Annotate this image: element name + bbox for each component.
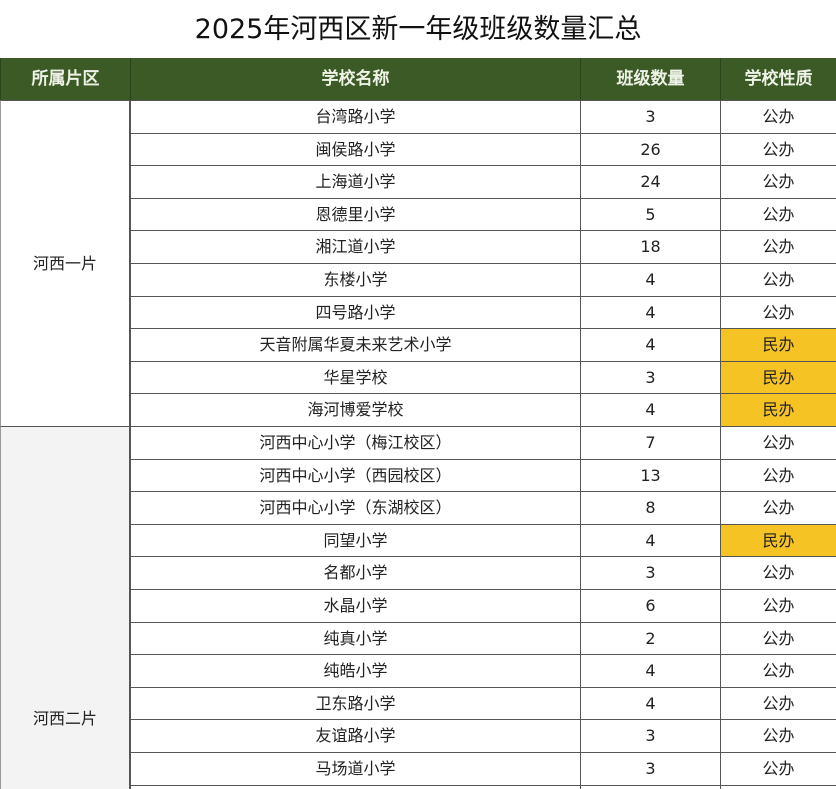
cell-school: 四号路小学 [130,295,580,329]
cell-classes: 26 [580,132,720,166]
cell-type: 民办 [720,328,836,361]
region-label: 河西一片 [32,254,97,273]
cell-classes: 4 [580,686,720,720]
cell-classes: 3 [580,752,720,785]
header-school: 学校名称 [130,58,580,100]
cell-type: 公办 [720,589,836,622]
cell-school: 河西中心小学（西园校区） [130,458,580,492]
cell-type: 公办 [720,295,836,329]
header-region: 所属片区 [0,58,130,100]
cell-type: 公办 [720,556,836,589]
region-label: 河西二片 [32,709,97,728]
cell-school: 纯皓小学 [130,654,580,687]
cell-classes: 4 [580,263,720,296]
cell-school: 上海道小学 [130,165,580,198]
cell-school: 天音附属华夏未来艺术小学 [130,328,580,361]
cell-classes: 4 [580,523,720,557]
cell-type: 公办 [720,197,836,231]
cell-partial [720,784,836,789]
cell-classes: 8 [580,491,720,524]
cell-school: 名都小学 [130,556,580,589]
cell-type: 公办 [720,458,836,492]
cell-type: 公办 [720,263,836,296]
cell-school: 闽侯路小学 [130,132,580,166]
header-classes: 班级数量 [580,58,720,100]
cell-type: 公办 [720,426,836,459]
region-cell: 河西二片 [0,426,130,789]
cell-school: 河西中心小学（东湖校区） [130,491,580,524]
cell-type: 公办 [720,719,836,752]
cell-partial [580,784,720,789]
cell-classes: 18 [580,230,720,263]
region-cell: 河西一片 [0,100,130,426]
cell-classes: 4 [580,295,720,329]
cell-type: 民办 [720,360,836,394]
cell-classes: 3 [580,556,720,589]
cell-school: 同望小学 [130,523,580,557]
cell-classes: 6 [580,589,720,622]
cell-classes: 5 [580,197,720,231]
cell-school: 马场道小学 [130,752,580,785]
cell-type: 公办 [720,654,836,687]
cell-classes: 13 [580,458,720,492]
cell-classes: 4 [580,328,720,361]
cell-type: 公办 [720,621,836,655]
cell-school: 恩德里小学 [130,197,580,231]
cell-type: 公办 [720,491,836,524]
cell-school: 友谊路小学 [130,719,580,752]
cell-type: 公办 [720,686,836,720]
cell-classes: 3 [580,360,720,394]
cell-classes: 3 [580,719,720,752]
cell-classes: 2 [580,621,720,655]
cell-school: 华星学校 [130,360,580,394]
cell-type: 民办 [720,393,836,426]
table-title: 2025年河西区新一年级班级数量汇总 [194,14,642,45]
cell-type: 公办 [720,230,836,263]
cell-school: 水晶小学 [130,589,580,622]
cell-school: 河西中心小学（梅江校区） [130,426,580,459]
cell-classes: 4 [580,654,720,687]
cell-school: 纯真小学 [130,621,580,655]
cell-classes: 7 [580,426,720,459]
header-type: 学校性质 [720,58,836,100]
cell-partial [130,784,580,789]
cell-school: 海河博爱学校 [130,393,580,426]
cell-type: 公办 [720,100,836,133]
cell-school: 东楼小学 [130,263,580,296]
cell-classes: 4 [580,393,720,426]
cell-school: 卫东路小学 [130,686,580,720]
cell-type: 民办 [720,523,836,557]
cell-school: 台湾路小学 [130,100,580,133]
cell-type: 公办 [720,752,836,785]
cell-classes: 24 [580,165,720,198]
cell-type: 公办 [720,165,836,198]
cell-classes: 3 [580,100,720,133]
cell-type: 公办 [720,132,836,166]
cell-school: 湘江道小学 [130,230,580,263]
